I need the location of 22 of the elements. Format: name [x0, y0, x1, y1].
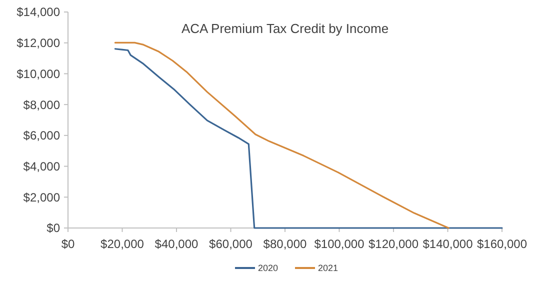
x-tick-label: $100,000 — [314, 237, 365, 251]
x-tick-label: $20,000 — [100, 237, 144, 251]
x-tick-label: $40,000 — [154, 237, 199, 251]
legend-label: 2020 — [258, 263, 278, 274]
y-tick-label: $8,000 — [23, 98, 60, 112]
text: ACA Premium Tax Credit by Income — [181, 21, 389, 36]
line-series — [114, 42, 450, 229]
x-tick-label: $140,000 — [422, 237, 474, 251]
y-tick-label: $10,000 — [16, 66, 60, 81]
x-tick-label: $60,000 — [209, 237, 253, 251]
x-tick-label: $120,000 — [368, 237, 419, 251]
y-tick-label: $2,000 — [23, 190, 60, 204]
y-tick-label: $0 — [46, 221, 60, 236]
y-tick-label: $6,000 — [23, 128, 60, 143]
y-tick-label: $4,000 — [23, 159, 60, 174]
x-tick-label: $160,000 — [476, 237, 528, 251]
y-tick-label: $14,000 — [16, 5, 60, 20]
y-tick-label: $12,000 — [16, 36, 60, 50]
x-tick-label: $80,000 — [263, 237, 308, 251]
line-series — [114, 48, 503, 229]
x-tick-label: $0 — [61, 237, 75, 251]
legend-label: 2021 — [318, 263, 338, 274]
